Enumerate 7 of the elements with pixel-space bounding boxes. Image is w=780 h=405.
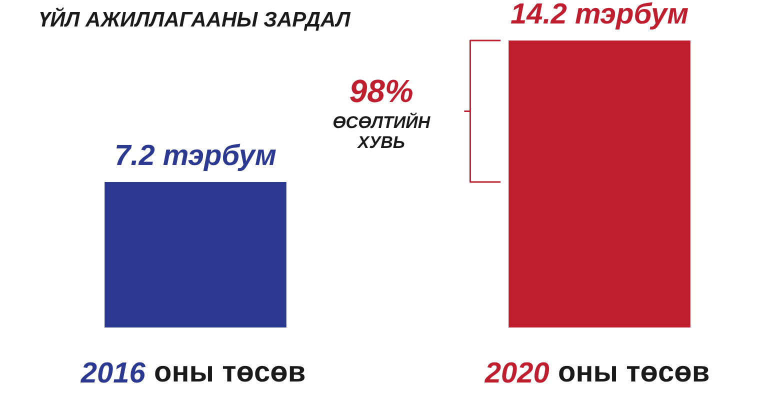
- x-tick-label: 2016 оны төсөв: [80, 356, 306, 390]
- annotation: ӨСӨЛТИЙН ХУВЬ: [332, 112, 431, 152]
- annotation: 98%: [349, 73, 414, 110]
- x-tick-label: 2020 оны төсөв: [484, 356, 710, 390]
- data-label: 7.2 тэрбум: [114, 140, 276, 172]
- chart-title: ҮЙЛ АЖИЛЛАГААНЫ ЗАРДАЛ: [38, 6, 351, 32]
- data-label: 14.2 тэрбум: [510, 0, 689, 30]
